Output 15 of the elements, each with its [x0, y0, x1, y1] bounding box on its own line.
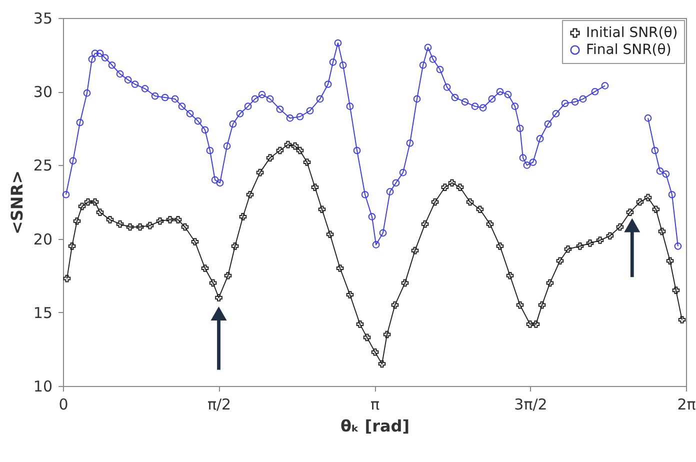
x-tick-label: π: [370, 396, 380, 414]
y-tick-label: 25: [33, 156, 52, 175]
x-tick-label: 0: [58, 396, 68, 414]
y-tick-label: 10: [33, 378, 52, 396]
y-tick-label: 20: [33, 230, 52, 248]
y-tick-label: 15: [33, 304, 52, 322]
x-axis-title: θₖ [rad]: [340, 416, 410, 436]
y-tick-label: 35: [33, 10, 52, 28]
legend-label: Final SNR(θ): [586, 42, 672, 58]
x-tick-label: π/2: [207, 396, 232, 414]
x-tick-label: 3π/2: [514, 396, 548, 414]
y-axis-title: <SNR>: [7, 170, 26, 235]
legend-label: Initial SNR(θ): [586, 25, 678, 41]
x-tick-label: 2π: [677, 396, 696, 414]
y-tick-label: 30: [33, 83, 52, 102]
